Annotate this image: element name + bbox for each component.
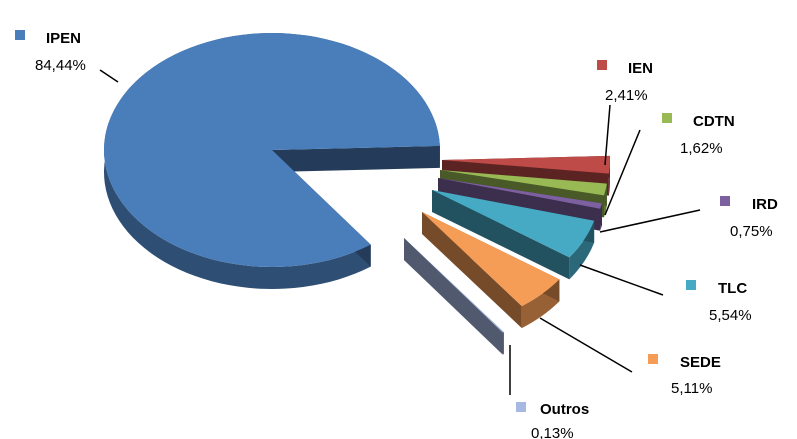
legend-swatch-cdtn [662,113,672,123]
leader-sede [539,317,633,373]
slice-label-tlc: TLC [718,280,747,297]
slice-value-outros: 0,13% [531,425,574,439]
leader-lines [99,69,701,395]
slice-label-ird: IRD [752,196,778,213]
leader-tlc [579,264,664,296]
slice-sede [422,212,560,307]
leader-ien [604,104,611,166]
slice-value-ipen: 84,44% [35,57,86,74]
slice-value-ird: 0,75% [730,223,773,240]
pie-slice-tops [104,32,610,333]
slice-wall-outros-b [404,238,503,355]
slice-ipen [104,32,440,267]
slice-labels: IPEN 84,44% IEN 2,41% CDTN 1,62% IRD 0,75% TLC 5,… [15,30,778,439]
slice-value-sede: 5,11% [671,380,712,397]
leader-ird [599,209,701,233]
slice-label-ien: IEN [628,60,653,77]
legend-swatch-outros [516,402,526,412]
leader-cdtn [604,129,641,216]
legend-swatch-ien [597,60,607,70]
slice-tlc [432,190,595,258]
slice-ien [442,155,610,174]
slice-label-outros: Outros [540,401,589,418]
legend-swatch-tlc [686,280,696,290]
slice-ird [438,178,603,209]
legend-swatch-ird [720,196,730,206]
legend-swatch-sede [648,354,658,364]
slice-label-sede: SEDE [680,354,721,371]
legend-swatch-ipen [15,30,25,40]
leader-ipen [99,69,119,83]
slice-value-cdtn: 1,62% [680,140,723,157]
slice-wall-sede-b [422,212,522,329]
slice-outros [404,238,504,333]
slice-label-ipen: IPEN [46,30,81,47]
slice-value-tlc: 5,54% [709,307,752,324]
slice-wall-ipen-b [272,145,440,172]
slice-value-ien: 2,41% [605,87,648,104]
slice-label-cdtn: CDTN [693,113,735,130]
slice-wall-tlc-b [432,190,570,280]
slice-cdtn [440,170,607,196]
